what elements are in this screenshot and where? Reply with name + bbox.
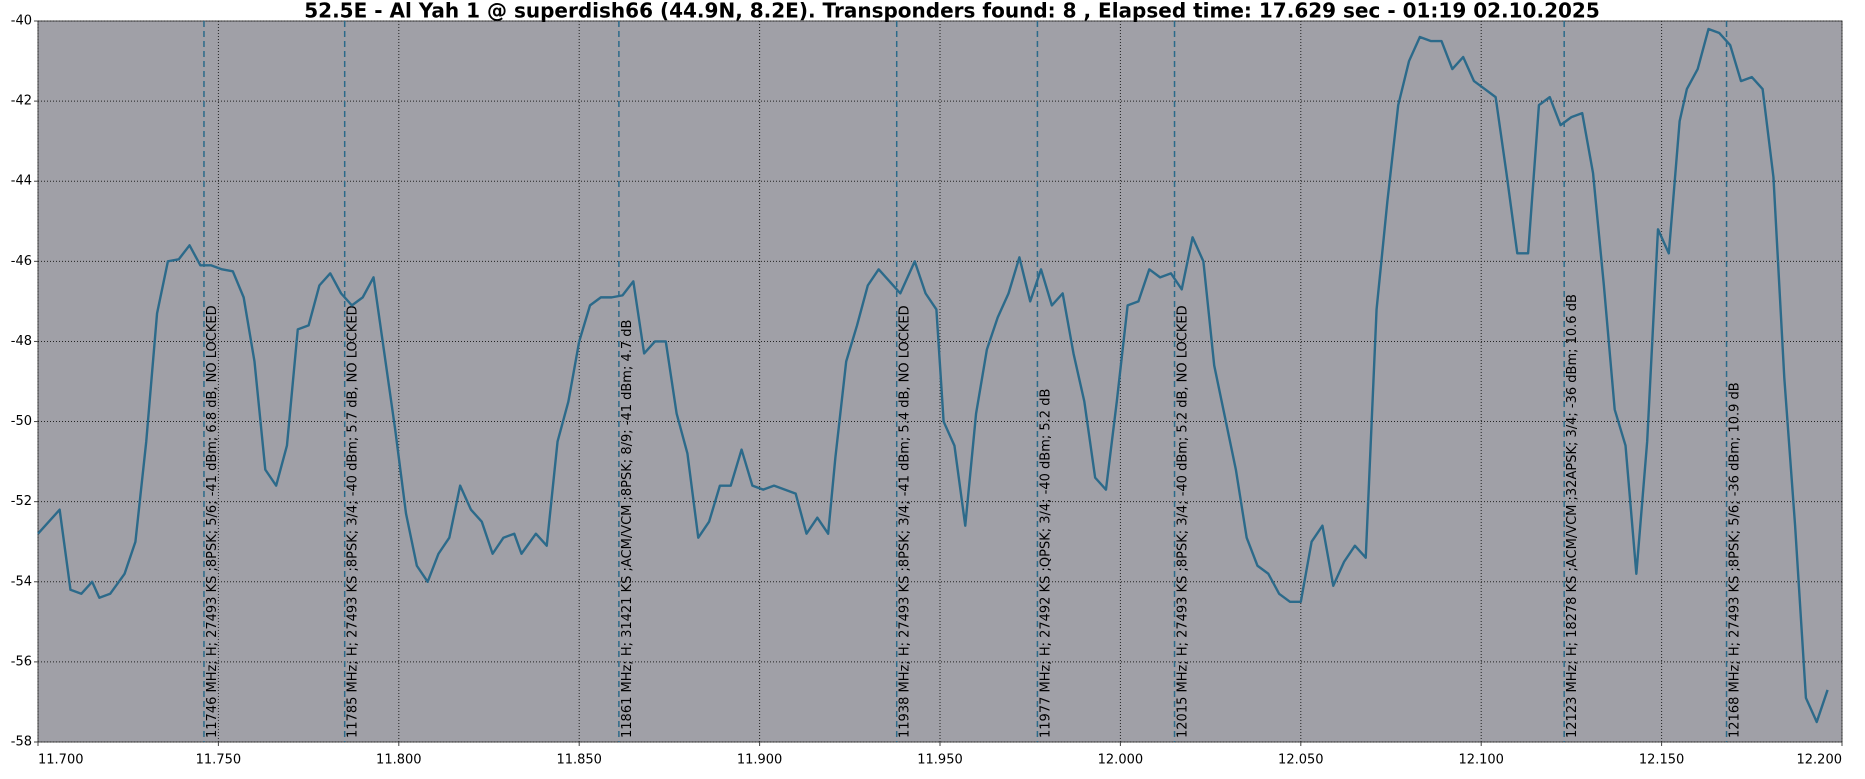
transponder-label: 12168 MHz; H; 27493 KS ;8PSK; 5/6; -36 d… — [1728, 382, 1743, 738]
transponder-label: 11938 MHz; H; 27493 KS ;8PSK; 3/4; -41 d… — [898, 305, 913, 738]
y-tick-label: -54 — [11, 574, 32, 589]
x-tick-label: 11.800 — [376, 753, 422, 768]
transponder-label: 12015 MHz; H; 27493 KS ;8PSK; 3/4; -40 d… — [1176, 305, 1191, 738]
x-tick-label: 11.850 — [556, 753, 602, 768]
y-tick-label: -48 — [11, 334, 32, 349]
transponder-label: 11861 MHz; H; 31421 KS ;ACM/VCM ;8PSK; 8… — [620, 320, 635, 738]
y-tick-label: -58 — [11, 735, 32, 750]
chart-title: 52.5E - Al Yah 1 @ superdish66 (44.9N, 8… — [304, 0, 1599, 23]
x-tick-label: 12.200 — [1797, 753, 1843, 768]
y-tick-label: -42 — [11, 94, 32, 109]
x-tick-label: 12.150 — [1639, 753, 1685, 768]
y-tick-label: -52 — [11, 494, 32, 509]
transponder-label: 12123 MHz; H; 18278 KS ;ACM/VCM ;32APSK;… — [1565, 294, 1580, 738]
x-tick-label: 12.000 — [1098, 753, 1144, 768]
x-tick-label: 11.950 — [917, 753, 963, 768]
x-tick-label: 12.050 — [1278, 753, 1324, 768]
y-tick-label: -50 — [11, 414, 32, 429]
signal-line — [37, 27, 1829, 724]
y-tick-label: -40 — [11, 14, 32, 29]
x-tick-label: 11.750 — [196, 753, 242, 768]
transponder-label: 11977 MHz; H; 27492 KS ;QPSK; 3/4; -40 d… — [1038, 389, 1053, 738]
transponder-label: 11785 MHz; H; 27493 KS ;8PSK; 3/4; -40 d… — [346, 305, 361, 738]
y-tick-label: -46 — [11, 254, 32, 269]
transponder-label: 11746 MHz; H; 27493 KS ;8PSK; 5/6; -41 d… — [205, 305, 220, 738]
x-tick-label: 11.700 — [38, 753, 84, 768]
x-tick-label: 12.100 — [1458, 753, 1504, 768]
y-tick-label: -44 — [11, 174, 32, 189]
y-tick-label: -56 — [11, 654, 32, 669]
x-tick-label: 11.900 — [737, 753, 783, 768]
